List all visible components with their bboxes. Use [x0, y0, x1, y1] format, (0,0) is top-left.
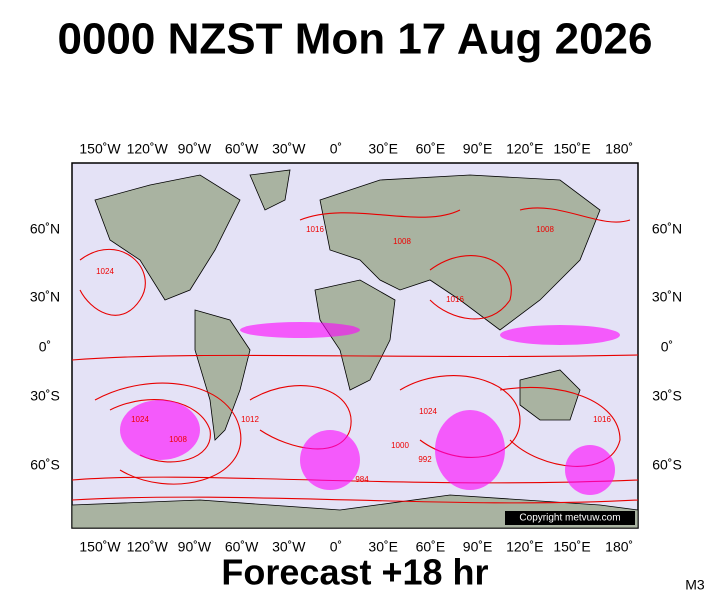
- copyright: Copyright metvuw.com: [519, 513, 620, 524]
- lat-label-left: 60˚S: [30, 457, 60, 473]
- lon-label-bottom: 150˚E: [553, 539, 590, 555]
- lon-label-bottom: 60˚E: [416, 539, 446, 555]
- isobar-labels: 1024 1016 1008 1024 1008 1000 1024 1016 1008 1012…: [96, 225, 611, 484]
- isobar-label: 1024: [131, 415, 149, 424]
- lat-label-left: 30˚S: [30, 388, 60, 404]
- lon-label-bottom: 60˚W: [225, 539, 259, 555]
- isobar-label: 984: [355, 475, 369, 484]
- lat-label-right: 0˚: [661, 339, 673, 355]
- lon-label-bottom: 90˚W: [178, 539, 212, 555]
- lon-label-top: 30˚E: [368, 141, 398, 157]
- model: M3: [685, 577, 705, 593]
- lon-label-top: 90˚E: [463, 141, 493, 157]
- isobar-label: 1024: [96, 267, 114, 276]
- lat-label-right: 60˚S: [652, 457, 682, 473]
- lon-label-bottom: 30˚W: [272, 539, 306, 555]
- isobar-label: 1012: [241, 415, 259, 424]
- map: 1024 1016 1008 1024 1008 1000 1024 1016 1008 1012…: [71, 162, 639, 529]
- isobar-label: 1008: [169, 435, 187, 444]
- lon-label-top: 150˚E: [553, 141, 590, 157]
- isobar-label: 1008: [536, 225, 554, 234]
- lon-label-top: 180˚: [605, 141, 633, 157]
- lon-label-bottom: 120˚E: [506, 539, 543, 555]
- lat-label-left: 0˚: [39, 339, 51, 355]
- lon-label-top: 120˚W: [127, 141, 169, 157]
- lat-label-left: 30˚N: [30, 289, 60, 305]
- isobar-label: 1016: [593, 415, 611, 424]
- lat-label-left: 60˚N: [30, 221, 60, 237]
- isobar-label: 1000: [391, 441, 409, 450]
- isobar-label: 1016: [446, 295, 464, 304]
- lon-label-top: 0˚: [330, 141, 342, 157]
- lat-label-right: 60˚N: [652, 221, 682, 237]
- isobars: [71, 207, 639, 504]
- lon-label-bottom: 30˚E: [368, 539, 398, 555]
- precipitation: [120, 322, 620, 495]
- lon-label-top: 30˚W: [272, 141, 306, 157]
- lon-label-bottom: 120˚W: [127, 539, 169, 555]
- axes: 150˚W 150˚W 120˚W 120˚W 90˚W 90˚W 60˚W 60˚W 30˚W…: [30, 141, 682, 555]
- lat-label-right: 30˚S: [652, 388, 682, 404]
- lon-label-bottom: 180˚: [605, 539, 633, 555]
- lat-label-right: 30˚N: [652, 289, 682, 305]
- isobar-label: 992: [418, 455, 432, 464]
- isobar-label: 1008: [393, 237, 411, 246]
- lon-label-bottom: 150˚W: [79, 539, 121, 555]
- isobar-label: 1024: [419, 407, 437, 416]
- title: 0000 NZST Mon 17 Aug 2026: [57, 15, 652, 64]
- lon-label-bottom: 90˚E: [463, 539, 493, 555]
- lon-label-top: 120˚E: [506, 141, 543, 157]
- copyright-box: [505, 511, 635, 525]
- forecast: Forecast +18 hr: [221, 552, 488, 593]
- isobar-label: 1016: [306, 225, 324, 234]
- lon-label-top: 150˚W: [79, 141, 121, 157]
- land: [71, 169, 639, 529]
- lon-label-top: 60˚W: [225, 141, 259, 157]
- lon-label-bottom: 0˚: [330, 539, 342, 555]
- lon-label-top: 60˚E: [416, 141, 446, 157]
- lon-label-top: 90˚W: [178, 141, 212, 157]
